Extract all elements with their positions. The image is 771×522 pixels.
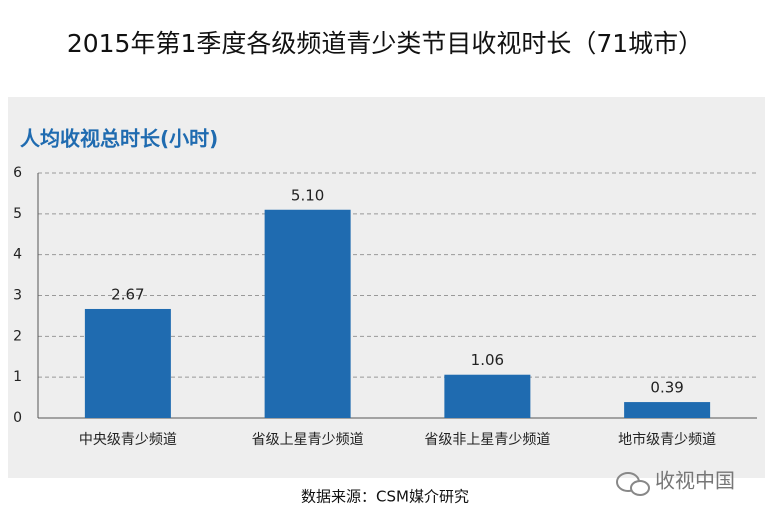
y-tick-label: 1 [13,369,22,385]
bar [624,402,711,418]
y-tick-label: 3 [13,288,22,304]
source: 数据来源：CSM媒介研究 [301,488,469,506]
bar [84,308,171,418]
value-label: 1.06 [471,351,504,369]
value-label: 2.67 [111,285,144,303]
chart-title: 2015年第1季度各级频道青少类节目收视时长（71城市） [67,29,703,58]
chart-subtitle: 人均收视总时长(小时) [20,127,218,151]
watermark: 收视中国 [655,469,735,493]
y-tick-label: 2 [13,328,22,344]
value-label: 0.39 [650,379,683,397]
bar [264,209,351,418]
y-tick-label: 0 [13,410,22,426]
x-tick-label: 省级非上星青少频道 [424,432,550,448]
value-label: 5.10 [291,186,324,204]
y-tick-label: 4 [13,247,22,263]
x-tick-label: 省级上星青少频道 [252,432,364,448]
bar [444,374,531,418]
x-tick-label: 地市级青少频道 [618,431,716,448]
x-tick-label: 中央级青少频道 [79,432,177,448]
watermark-icon [616,472,650,496]
y-tick-label: 6 [13,165,22,181]
y-tick-label: 5 [13,206,22,222]
